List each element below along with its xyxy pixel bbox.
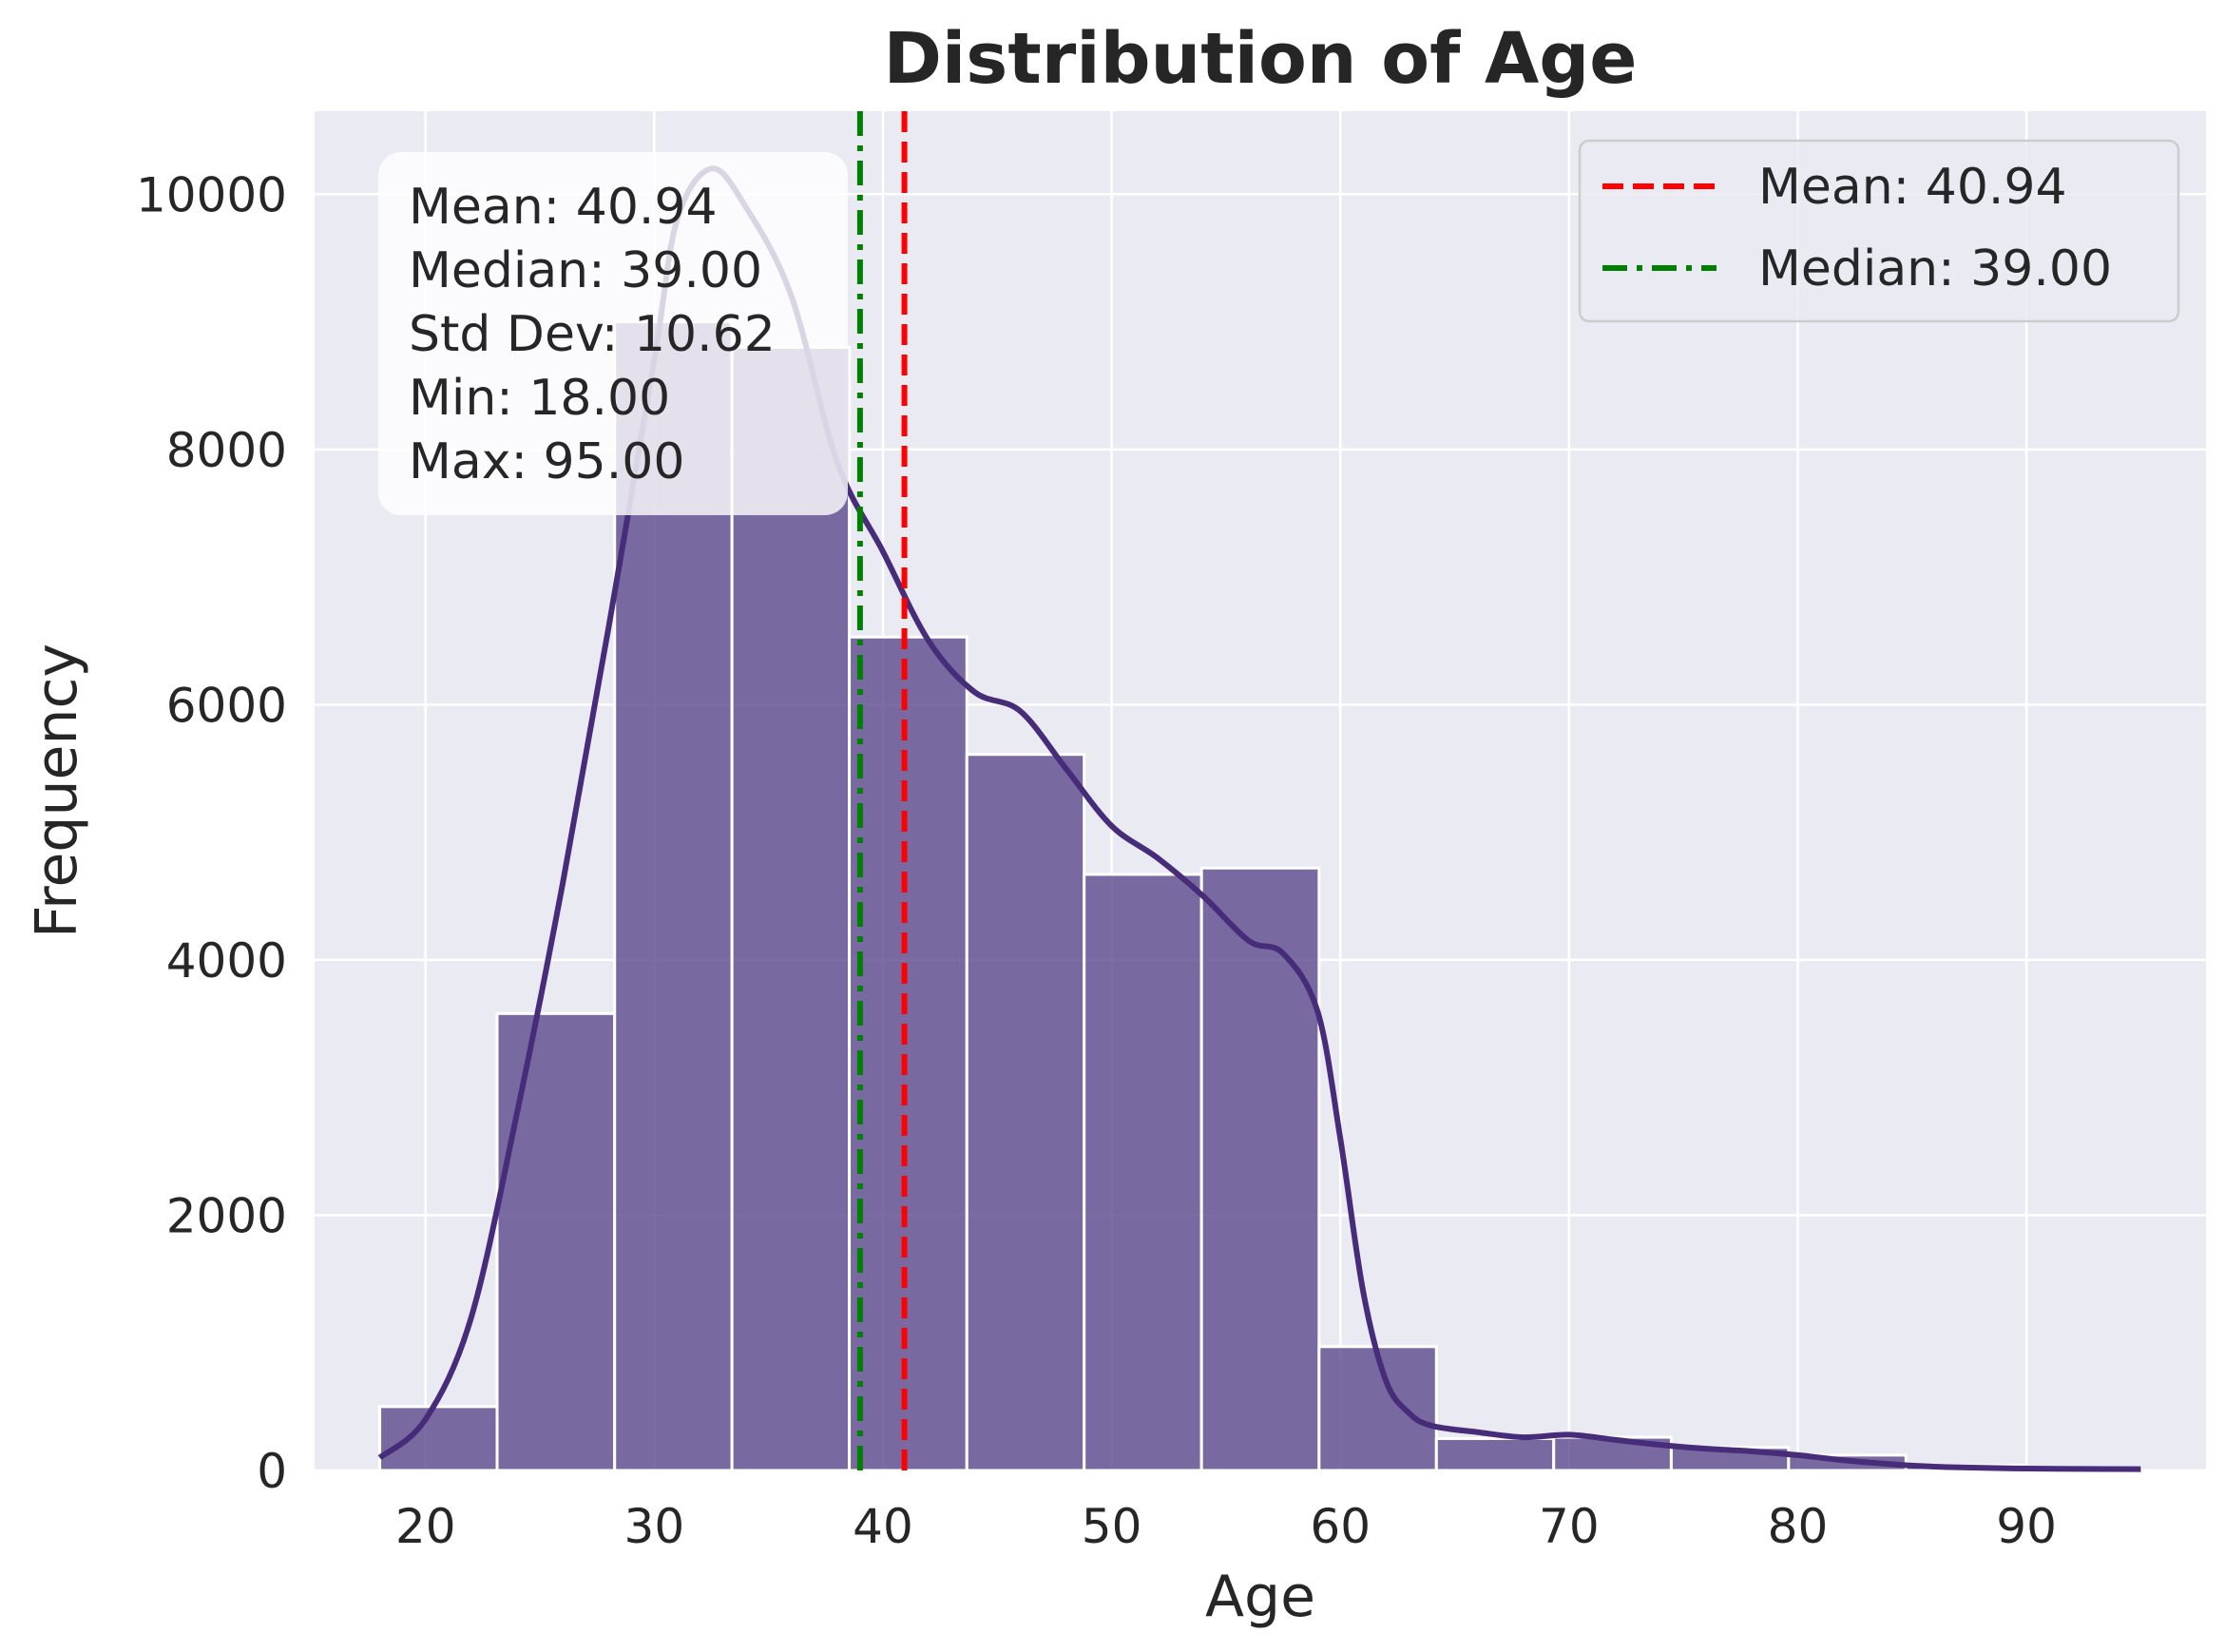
stats-box: Mean: 40.94 Median: 39.00 Std Dev: 10.62 Mi… xyxy=(378,152,848,515)
x-tick-label: 70 xyxy=(1539,1499,1600,1554)
stats-line: Median: 39.00 xyxy=(409,242,762,299)
legend-label: Mean: 40.94 xyxy=(1758,159,2067,216)
histogram-bar xyxy=(378,1405,499,1472)
histogram-bar xyxy=(1083,873,1203,1472)
x-tick-label: 50 xyxy=(1082,1499,1142,1554)
histogram-bar xyxy=(495,1011,617,1472)
y-tick-label: 10000 xyxy=(136,167,287,222)
legend-frame xyxy=(1578,139,2180,323)
kde-curve xyxy=(377,165,2141,1472)
stats-box-background xyxy=(378,152,848,515)
histogram-bar xyxy=(1199,866,1321,1472)
legend: Mean: 40.94 Median: 39.00 xyxy=(1578,139,2180,323)
legend-label: Median: 39.00 xyxy=(1758,240,2112,298)
y-tick-label: 0 xyxy=(257,1444,287,1499)
x-tick-label: 90 xyxy=(1996,1499,2057,1554)
reference-lines xyxy=(856,111,908,1470)
stats-line: Min: 18.00 xyxy=(409,370,670,427)
y-tick-label: 4000 xyxy=(166,933,287,989)
x-tick-label: 40 xyxy=(853,1499,913,1554)
histogram-bar xyxy=(730,345,852,1472)
stats-line: Std Dev: 10.62 xyxy=(409,306,776,363)
y-tick-label: 8000 xyxy=(166,423,287,478)
y-tick-label: 6000 xyxy=(166,678,287,733)
histogram-bar xyxy=(1434,1436,1556,1472)
histogram-bar xyxy=(1317,1345,1438,1472)
y-tick-label: 2000 xyxy=(166,1188,287,1243)
stats-line: Mean: 40.94 xyxy=(409,179,718,236)
kde-curve-group xyxy=(377,165,2141,1472)
x-tick-label: 20 xyxy=(395,1499,456,1554)
x-axis-label: Age xyxy=(1205,1564,1315,1630)
x-tick-label: 30 xyxy=(624,1499,685,1554)
y-axis-label: Frequency xyxy=(24,644,90,938)
x-tick-labels: 20 30 40 50 60 70 80 90 xyxy=(395,1499,2057,1554)
histogram-bar xyxy=(848,635,969,1472)
x-tick-label: 80 xyxy=(1768,1499,1829,1554)
y-tick-labels: 0 2000 4000 6000 8000 10000 xyxy=(136,167,287,1499)
stats-line: Max: 95.00 xyxy=(409,433,684,490)
histogram-bar xyxy=(965,753,1086,1472)
chart-title: Distribution of Age xyxy=(884,18,1638,100)
x-tick-label: 60 xyxy=(1310,1499,1371,1554)
